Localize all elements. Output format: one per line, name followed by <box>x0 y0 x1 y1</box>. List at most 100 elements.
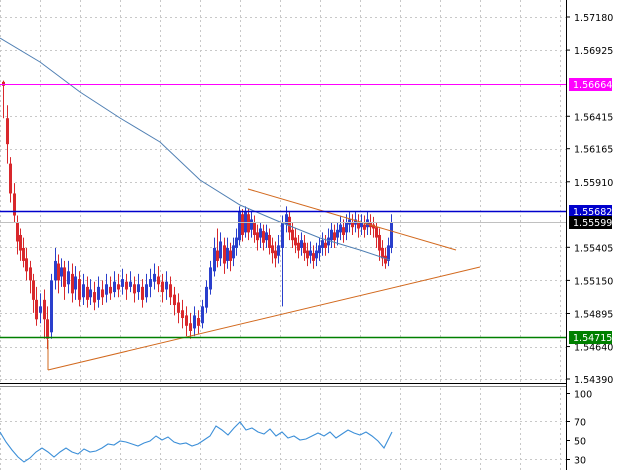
candle[interactable] <box>149 268 152 298</box>
candle[interactable] <box>161 273 164 303</box>
candle[interactable] <box>294 228 297 254</box>
indicator-window[interactable] <box>0 388 566 470</box>
candle[interactable] <box>351 214 354 235</box>
candle[interactable] <box>181 299 184 329</box>
candle[interactable] <box>259 222 262 248</box>
candle[interactable] <box>229 242 232 272</box>
current-price-tag[interactable]: 1.55599 <box>569 216 612 229</box>
candle[interactable] <box>268 228 271 255</box>
candle[interactable] <box>93 281 96 311</box>
candle[interactable] <box>277 234 280 264</box>
candle[interactable] <box>105 273 108 303</box>
candle[interactable] <box>9 157 12 203</box>
price-axis[interactable]: 1.57180 1.56925 1.56415 1.56165 1.55910 1.554… <box>566 0 613 470</box>
candle[interactable] <box>241 209 244 242</box>
candle[interactable] <box>366 211 369 235</box>
green-level-tag[interactable]: 1.54715 <box>569 331 612 344</box>
candle[interactable] <box>50 273 53 339</box>
candle[interactable] <box>133 276 136 303</box>
candle[interactable] <box>360 214 363 235</box>
candle[interactable] <box>250 211 253 238</box>
horizontal-levels[interactable] <box>0 83 566 339</box>
candle[interactable] <box>271 237 274 264</box>
candle[interactable] <box>339 215 342 241</box>
candle[interactable] <box>101 280 104 306</box>
candle[interactable] <box>157 266 160 293</box>
candle[interactable] <box>253 215 256 243</box>
candle[interactable] <box>216 228 219 268</box>
main-chart[interactable] <box>0 0 566 383</box>
candle[interactable] <box>324 234 327 256</box>
candle[interactable] <box>189 312 192 339</box>
candle[interactable] <box>22 237 25 268</box>
candle[interactable] <box>39 293 42 324</box>
candle[interactable] <box>177 293 180 324</box>
candle[interactable] <box>13 183 16 223</box>
candle[interactable] <box>121 268 124 295</box>
candle[interactable] <box>209 260 212 295</box>
candle[interactable] <box>223 237 226 274</box>
candle[interactable] <box>43 289 46 339</box>
candle[interactable] <box>300 232 303 256</box>
candle[interactable] <box>232 237 235 267</box>
candle[interactable] <box>165 271 168 300</box>
candle[interactable] <box>201 299 204 329</box>
candlestick-series[interactable] <box>2 80 393 350</box>
candle[interactable] <box>256 224 259 251</box>
candle[interactable] <box>197 310 200 334</box>
candle[interactable] <box>297 234 300 259</box>
candle[interactable] <box>309 241 312 264</box>
candle[interactable] <box>2 80 5 119</box>
candle[interactable] <box>333 224 336 248</box>
candle[interactable] <box>173 286 176 316</box>
candle[interactable] <box>193 306 196 337</box>
candle[interactable] <box>32 273 35 313</box>
candle[interactable] <box>57 254 60 294</box>
candle[interactable] <box>342 219 345 243</box>
candle[interactable] <box>357 214 360 238</box>
candle[interactable] <box>71 263 74 303</box>
candle[interactable] <box>82 273 85 306</box>
moving-average-line[interactable] <box>0 37 391 261</box>
candle[interactable] <box>89 279 92 306</box>
candle[interactable] <box>25 247 28 281</box>
candle[interactable] <box>29 260 32 294</box>
candle[interactable] <box>213 237 216 277</box>
candle[interactable] <box>303 234 306 261</box>
candle[interactable] <box>306 242 309 267</box>
candle[interactable] <box>137 273 140 300</box>
candle[interactable] <box>35 286 38 326</box>
candle[interactable] <box>141 279 144 308</box>
candle[interactable] <box>265 224 268 248</box>
candle[interactable] <box>281 215 284 307</box>
candle[interactable] <box>60 258 63 287</box>
candle[interactable] <box>67 260 70 294</box>
candle[interactable] <box>109 276 112 300</box>
candle[interactable] <box>78 271 81 307</box>
candle[interactable] <box>205 280 208 313</box>
triangle-trendlines[interactable] <box>47 188 481 371</box>
candle[interactable] <box>125 273 128 300</box>
candle[interactable] <box>363 215 366 238</box>
candle[interactable] <box>321 232 324 256</box>
candle[interactable] <box>74 266 77 300</box>
candle[interactable] <box>262 224 265 251</box>
candle[interactable] <box>153 263 156 290</box>
candle[interactable] <box>330 222 333 248</box>
candle[interactable] <box>381 240 384 267</box>
candle[interactable] <box>169 276 172 306</box>
candle[interactable] <box>97 276 100 308</box>
candle[interactable] <box>185 306 188 337</box>
candle[interactable] <box>336 222 339 246</box>
blue-level-tag[interactable]: 1.55682 <box>569 205 612 218</box>
candle[interactable] <box>390 214 393 254</box>
candle[interactable] <box>86 276 89 308</box>
candle[interactable] <box>312 245 315 269</box>
oscillator-line[interactable] <box>0 421 393 463</box>
candle[interactable] <box>378 228 381 261</box>
candle[interactable] <box>129 271 132 293</box>
candle[interactable] <box>318 237 321 261</box>
candle[interactable] <box>238 206 241 246</box>
candle[interactable] <box>145 273 148 303</box>
